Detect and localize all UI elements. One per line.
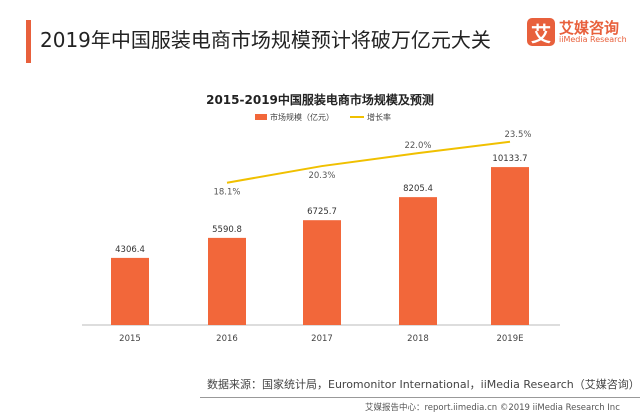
logo: 艾 艾媒咨询 iiMedia Research [527, 18, 627, 46]
footer-text: 艾媒报告中心：report.iimedia.cn ©2019 iiMedia R… [365, 403, 620, 413]
growth-label: 22.0% [404, 141, 431, 151]
growth-label: 18.1% [213, 188, 240, 198]
legend-bar-label: 市场规模（亿元） [270, 112, 334, 122]
data-source: 数据来源：国家统计局，Euromonitor International，iiM… [207, 378, 640, 391]
title-accent-bar [26, 20, 31, 63]
legend-bar-swatch [255, 114, 267, 120]
growth-line [226, 140, 511, 184]
logo-cn: 艾媒咨询 [559, 18, 620, 37]
growth-label: 20.3% [308, 171, 335, 181]
bar-value-label: 8205.4 [403, 184, 433, 194]
legend-line-label: 增长率 [367, 112, 391, 122]
logo-mark: 艾 [527, 18, 555, 46]
bar [208, 237, 246, 325]
page-title: 2019年中国服装电商市场规模预计将破万亿元大关 [40, 28, 491, 52]
growth-label: 23.5% [504, 130, 531, 140]
chart-title: 2015-2019中国服装电商市场规模及预测 [206, 92, 434, 107]
x-tick-label: 2018 [407, 334, 429, 344]
bar [111, 257, 149, 325]
x-tick-label: 2019E [496, 334, 523, 344]
bar [399, 197, 437, 325]
bar-value-label: 5590.8 [212, 225, 242, 235]
chart: 2015-2019中国服装电商市场规模及预测 市场规模（亿元） 增长率 4306… [82, 92, 560, 344]
footer-divider [200, 397, 640, 398]
bar-value-label: 10133.7 [492, 154, 527, 164]
bar [491, 167, 529, 325]
bar-value-label: 4306.4 [115, 245, 145, 255]
bar [303, 220, 341, 325]
x-tick-label: 2016 [216, 334, 238, 344]
x-tick-label: 2015 [119, 334, 141, 344]
bar-value-label: 6725.7 [307, 207, 337, 217]
logo-en: iiMedia Research [559, 34, 627, 44]
x-tick-label: 2017 [311, 334, 333, 344]
